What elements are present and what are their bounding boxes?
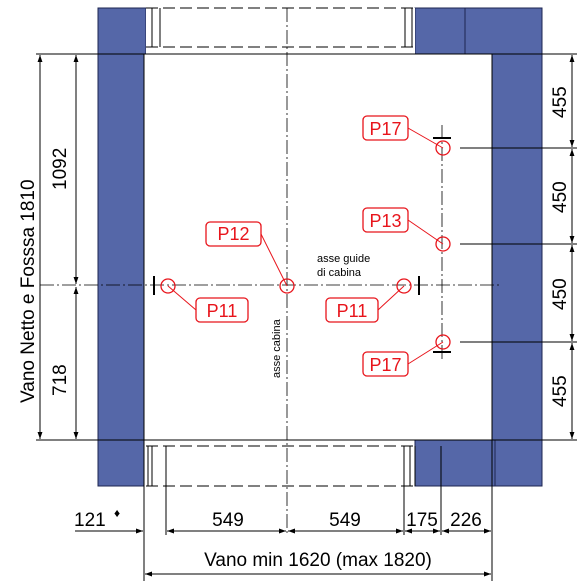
tag-p13: P13	[362, 207, 409, 233]
guide-axis-label-1: asse guide	[317, 253, 370, 265]
car-axis-label: asse cabina	[271, 318, 283, 378]
dim-549-right: 549	[329, 510, 361, 531]
guide-axis-label-2: di cabina	[317, 267, 362, 279]
right-dimensions	[460, 53, 577, 441]
tag-p13-label: P13	[369, 211, 401, 231]
tag-p17-bottom: P17	[362, 351, 409, 377]
tag-p11-left-label: P11	[207, 301, 238, 321]
dim-right-450-b: 450	[550, 278, 571, 310]
dim-vano-min: Vano min 1620 (max 1820)	[204, 550, 432, 571]
wall-left	[97, 53, 145, 487]
p17-top-point	[435, 140, 451, 156]
p13-point	[435, 236, 451, 252]
tag-p17-top: P17	[362, 115, 409, 141]
dim-right-455-top: 455	[550, 86, 571, 118]
shaft-outline	[143, 7, 493, 487]
p12-point	[279, 278, 295, 294]
dim-549-left: 549	[212, 510, 244, 531]
left-dimensions	[36, 53, 144, 441]
dim-1092: 1092	[50, 148, 71, 190]
tag-p11-left: P11	[195, 297, 249, 323]
dim-right-450-a: 450	[550, 181, 571, 213]
wall-left-top	[97, 7, 147, 55]
tag-p17-top-label: P17	[369, 119, 401, 139]
dim-vano-netto: Vano Netto e Fosssa 1810	[18, 179, 39, 403]
axes	[40, 8, 500, 535]
shaft-walls	[97, 7, 543, 487]
dim-718: 718	[50, 364, 71, 396]
tag-p12: P12	[205, 221, 262, 247]
wall-right	[491, 53, 543, 487]
guide-rails	[153, 137, 451, 353]
dim-right-455-bottom: 455	[550, 375, 571, 407]
dim-226: 226	[450, 510, 482, 531]
p11-left-point	[160, 278, 176, 294]
tag-p11-right: P11	[325, 297, 379, 323]
dim-121: 121	[74, 510, 106, 531]
wall-right-bottom	[414, 439, 496, 487]
tag-p17-bottom-label: P17	[369, 355, 401, 375]
diamond-symbol: ♦	[114, 506, 120, 520]
tag-boxes: P12 P11 P11 P17 P13 P17	[195, 115, 409, 377]
tag-p11-right-label: P11	[337, 301, 368, 321]
dim-175: 175	[406, 510, 438, 531]
p11-right-point	[396, 278, 412, 294]
tag-p12-label: P12	[217, 224, 249, 244]
anchor-points	[160, 140, 451, 350]
wall-right-top	[414, 7, 466, 55]
leader-lines	[167, 127, 444, 365]
p17-bottom-point	[435, 334, 451, 350]
wall-right-corner	[464, 7, 543, 55]
bottom-dimensions	[75, 440, 493, 581]
